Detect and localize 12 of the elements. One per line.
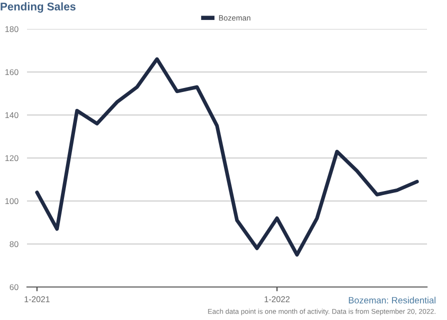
chart-title: Pending Sales — [0, 2, 76, 13]
x-tick-label: 1-2022 — [264, 296, 290, 302]
x-tick-label: 1-2021 — [24, 296, 50, 302]
y-tick-label: 60 — [10, 284, 18, 290]
y-tick-label: 160 — [5, 69, 18, 76]
y-tick-label: 80 — [10, 241, 18, 248]
line-series — [35, 57, 419, 257]
y-tick-label: 180 — [5, 26, 18, 32]
y-tick-label: 100 — [5, 198, 18, 204]
text: Bozeman: Residential — [348, 296, 436, 304]
y-tick-label: 140 — [5, 112, 18, 118]
y-tick-label: 120 — [5, 155, 18, 162]
